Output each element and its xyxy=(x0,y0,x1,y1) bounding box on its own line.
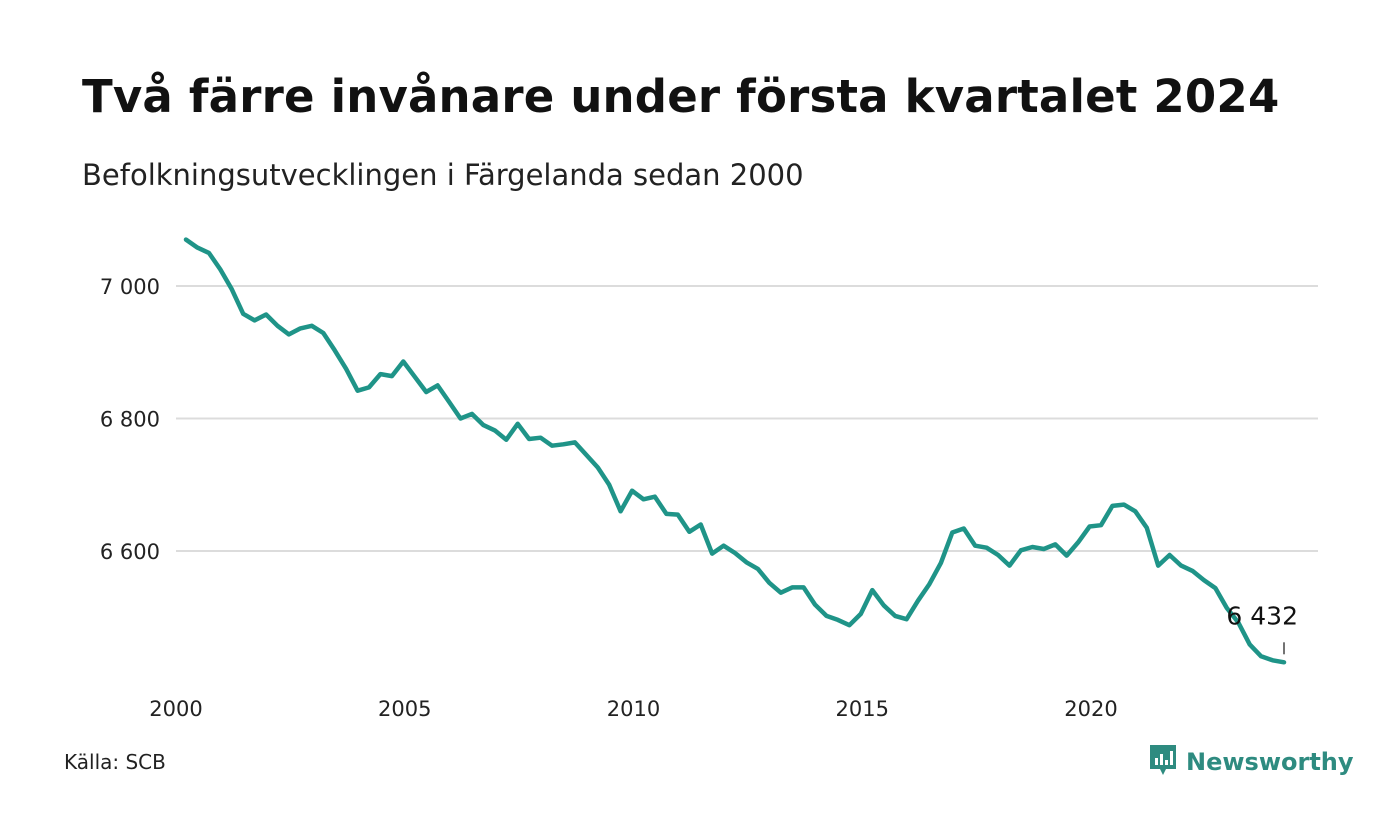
x-tick-label: 2015 xyxy=(836,697,889,721)
y-tick-label: 7 000 xyxy=(100,275,160,299)
series-line xyxy=(183,237,1287,665)
chart-subtitle: Befolkningsutvecklingen i Färgelanda sed… xyxy=(82,158,804,192)
x-tick-label: 2020 xyxy=(1064,697,1117,721)
end-value-label: 6 432 xyxy=(1226,601,1298,630)
y-tick-label: 6 800 xyxy=(100,408,160,432)
newsworthy-logo-icon xyxy=(1148,743,1178,781)
newsworthy-brand-name: Newsworthy xyxy=(1186,748,1354,776)
x-tick-label: 2005 xyxy=(378,697,431,721)
x-tick-label: 2010 xyxy=(607,697,660,721)
x-tick-label: 2000 xyxy=(149,697,202,721)
newsworthy-brand[interactable]: Newsworthy xyxy=(1148,743,1354,781)
source-label: Källa: SCB xyxy=(64,750,166,774)
y-tick-label: 6 600 xyxy=(100,540,160,564)
chart-title: Två färre invånare under första kvartale… xyxy=(82,70,1280,123)
